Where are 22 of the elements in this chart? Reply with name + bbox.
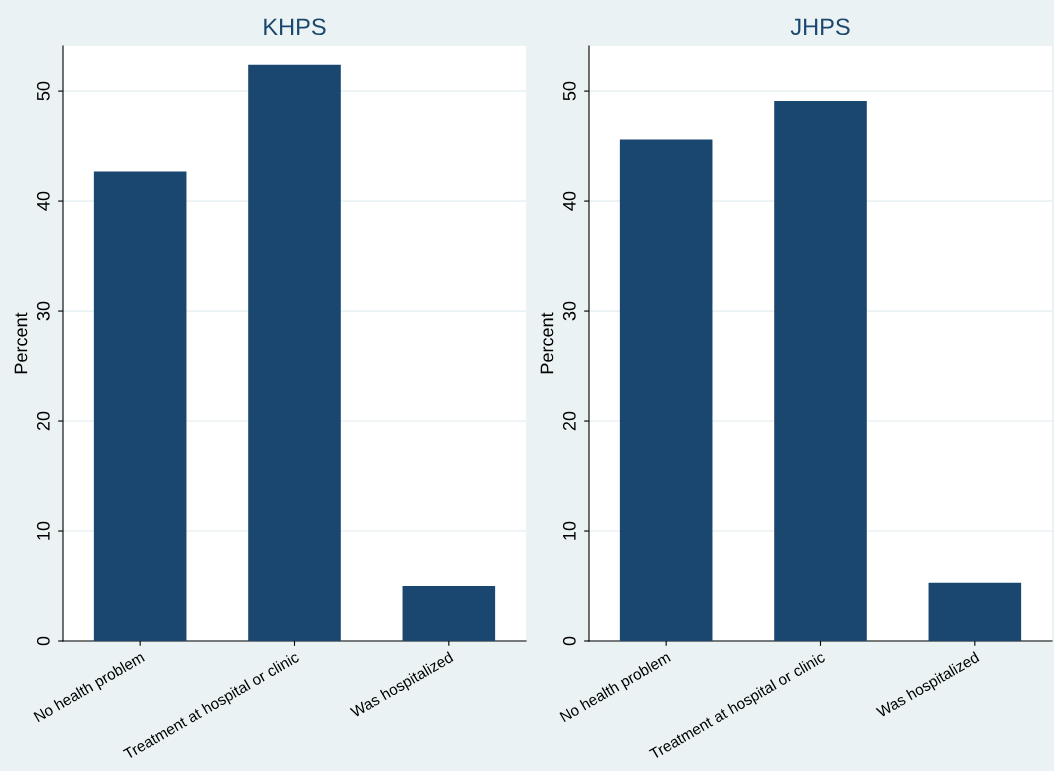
y-tick-label: 30 [36, 301, 50, 321]
y-tick-label: 50 [36, 81, 50, 101]
y-tick-label: 0 [562, 636, 576, 646]
bar [402, 586, 496, 641]
bar [248, 64, 341, 641]
y-tick-label: 40 [36, 191, 50, 211]
bar [619, 139, 713, 641]
bar [928, 582, 1022, 641]
y-tick-label: 40 [562, 191, 576, 211]
bar [93, 171, 187, 641]
y-tick-label: 20 [562, 411, 576, 431]
y-tick-label: 50 [562, 81, 576, 101]
bar [774, 100, 867, 641]
chart-title: KHPS [264, 18, 326, 36]
y-tick-label: 10 [562, 521, 576, 540]
chart-title: JHPS [790, 18, 850, 36]
y-tick-label: 20 [36, 411, 50, 431]
y-tick-label: 30 [562, 301, 576, 321]
y-axis-title: Percent [14, 312, 28, 374]
y-tick-label: 0 [36, 636, 50, 646]
y-tick-label: 10 [36, 521, 50, 540]
y-axis-title: Percent [540, 312, 554, 374]
